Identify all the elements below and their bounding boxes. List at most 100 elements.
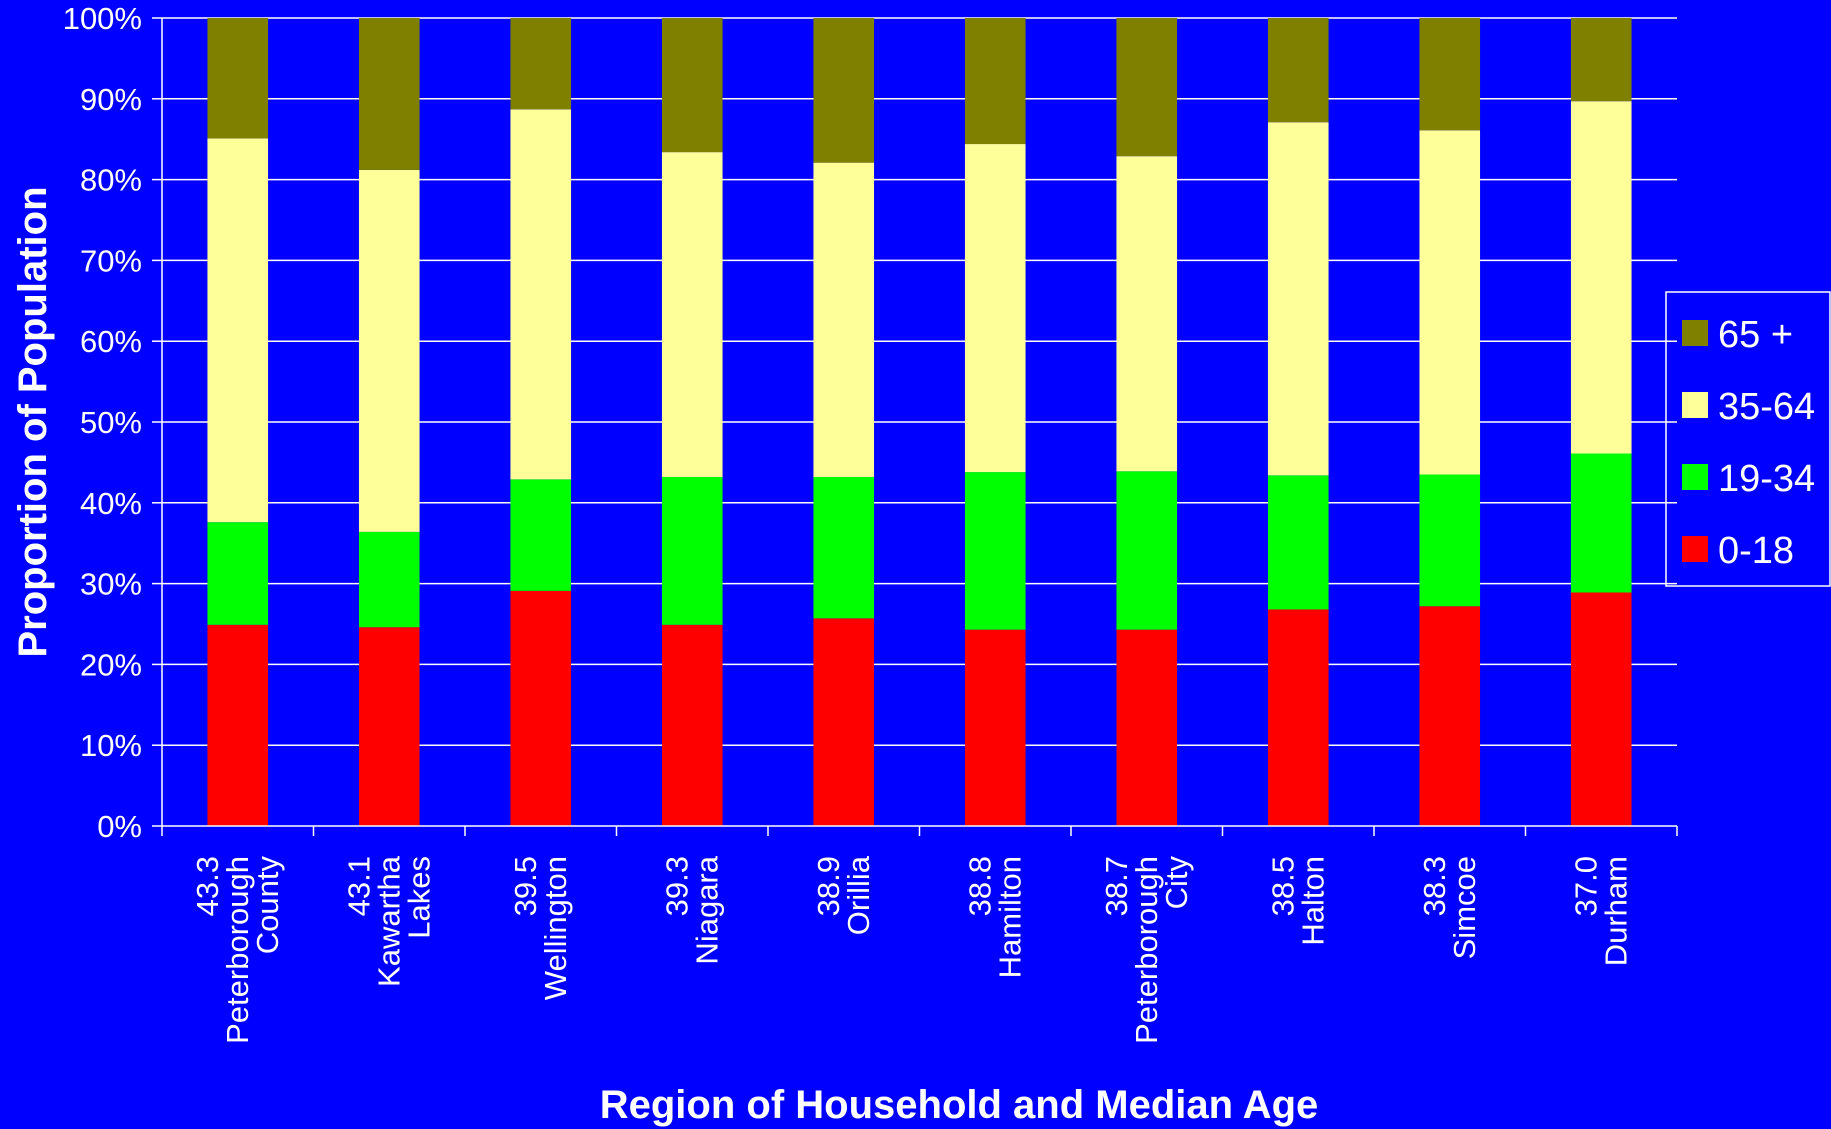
x-category-label-line: Hamilton: [992, 856, 1027, 978]
x-category-label-line: Peterborough: [220, 856, 255, 1044]
bar-segment: [510, 109, 572, 480]
bar-segment: [1419, 474, 1481, 607]
x-category-label-line: 37.0: [1568, 856, 1603, 916]
legend-label: 19-34: [1718, 458, 1815, 500]
bar-segment: [964, 144, 1026, 473]
legend-swatch: [1682, 320, 1708, 346]
bar-segment: [813, 476, 875, 619]
x-axis-title: Region of Household and Median Age: [600, 1083, 1319, 1127]
x-category-label-line: 38.8: [962, 856, 997, 916]
bars: [207, 18, 1632, 826]
bar-segment: [358, 531, 420, 628]
x-category-label-line: Lakes: [401, 856, 436, 939]
x-category-label-line: Halton: [1295, 856, 1330, 946]
axes: [152, 17, 1678, 836]
bar-segment: [1419, 606, 1481, 826]
legend-box: [1665, 291, 1831, 587]
bar-segment: [510, 479, 572, 591]
y-tick-label: 30%: [80, 567, 142, 602]
x-category-label-line: Peterborough: [1129, 856, 1164, 1044]
bar-segment: [1116, 471, 1178, 630]
legend-label: 65 +: [1718, 314, 1793, 356]
bar-segment: [358, 18, 420, 170]
y-tick-label: 80%: [80, 163, 142, 198]
bar-segment: [1267, 18, 1329, 123]
bar-segment: [207, 522, 269, 625]
x-category-label-line: 38.5: [1265, 856, 1300, 916]
legend-swatch: [1682, 392, 1708, 418]
x-category-label-line: Wellington: [538, 856, 573, 1000]
bar-segment: [964, 629, 1026, 826]
legend-label: 35-64: [1718, 386, 1815, 428]
legend-swatch: [1682, 536, 1708, 562]
bar-segment: [358, 627, 420, 826]
bar-segment: [661, 152, 723, 477]
x-category-label-line: Simcoe: [1447, 856, 1482, 959]
x-category-label-line: 43.3: [190, 856, 225, 916]
x-category-label-line: Niagara: [689, 855, 724, 964]
bar-segment: [207, 138, 269, 523]
x-category-label-line: County: [250, 856, 285, 955]
bar-segment: [661, 624, 723, 826]
x-category-label-line: 38.3: [1417, 856, 1452, 916]
tick-labels: 0%10%20%30%40%50%60%70%80%90%100%43.3Pet…: [63, 1, 1634, 1044]
y-axis-title: Proportion of Population: [11, 186, 55, 657]
y-tick-label: 20%: [80, 647, 142, 682]
bar-segment: [964, 472, 1026, 630]
bar-segment: [207, 624, 269, 826]
bar-segment: [1570, 18, 1632, 102]
x-category-label-line: Durham: [1598, 856, 1633, 966]
bar-segment: [661, 476, 723, 625]
bar-segment: [813, 18, 875, 163]
bar-segment: [510, 18, 572, 110]
bar-segment: [1116, 18, 1178, 157]
x-category-label-line: Orillia: [841, 855, 876, 935]
bar-segment: [1570, 453, 1632, 593]
bar-segment: [813, 162, 875, 477]
x-category-label-line: 38.9: [811, 856, 846, 916]
bar-segment: [207, 18, 269, 139]
y-tick-label: 10%: [80, 728, 142, 763]
legend: 65 + 35-64 19-34 0-18: [1665, 291, 1831, 587]
bar-segment: [1267, 609, 1329, 826]
x-category-label-line: 39.5: [508, 856, 543, 916]
legend-label: 0-18: [1718, 530, 1794, 572]
bar-segment: [1570, 592, 1632, 826]
bar-segment: [1419, 18, 1481, 131]
bar-segment: [1570, 101, 1632, 454]
legend-swatch: [1682, 464, 1708, 490]
y-tick-label: 90%: [80, 82, 142, 117]
y-tick-label: 70%: [80, 243, 142, 278]
x-category-label-line: 43.1: [341, 856, 376, 916]
bar-segment: [358, 169, 420, 532]
x-category-label-line: Kawartha: [371, 855, 406, 987]
bar-segment: [510, 590, 572, 826]
y-tick-label: 60%: [80, 324, 142, 359]
x-category-label-line: 39.3: [659, 856, 694, 916]
bar-segment: [1267, 122, 1329, 476]
bar-segment: [1419, 130, 1481, 475]
x-category-label-line: 38.7: [1099, 856, 1134, 916]
bar-segment: [1116, 629, 1178, 826]
y-tick-label: 40%: [80, 486, 142, 521]
y-tick-label: 100%: [63, 1, 142, 36]
y-tick-label: 0%: [97, 809, 142, 844]
y-tick-label: 50%: [80, 405, 142, 440]
bar-segment: [813, 618, 875, 826]
bar-segment: [964, 18, 1026, 145]
bar-segment: [1267, 475, 1329, 610]
x-category-label-line: City: [1159, 856, 1194, 910]
bar-segment: [661, 18, 723, 153]
